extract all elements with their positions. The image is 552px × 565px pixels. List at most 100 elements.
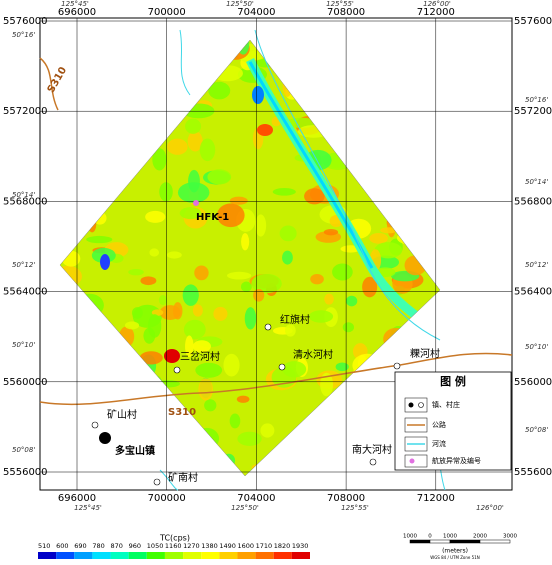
anomaly-blob xyxy=(237,431,262,446)
y-grid-label: 5560000 xyxy=(514,377,552,388)
scalebar-tick-label: 3000 xyxy=(503,534,517,540)
place-label: 矿南村 xyxy=(168,471,198,484)
colorbar-tick-label: 780 xyxy=(92,542,104,550)
anomaly-blob xyxy=(227,271,252,280)
river xyxy=(159,29,446,491)
anomaly-blob xyxy=(199,138,216,162)
anomaly-blob xyxy=(320,372,334,397)
anomaly-blob xyxy=(208,81,231,100)
scalebar-tick-label: 1000 xyxy=(403,534,417,540)
colorbar-tick-label: 690 xyxy=(74,542,86,550)
colorbar-swatch xyxy=(183,552,202,559)
x-grid-label: 700000 xyxy=(148,493,186,504)
x-grid-label: 708000 xyxy=(327,493,365,504)
y-grid-label: 5576000 xyxy=(514,16,552,27)
anomaly-blob xyxy=(192,304,203,317)
y-grid-label: 5572000 xyxy=(3,106,48,117)
place-label: 多宝山镇 xyxy=(115,444,155,457)
anomaly-blob xyxy=(241,233,250,251)
anomaly-blob xyxy=(253,288,265,302)
anomaly-blob xyxy=(216,203,245,228)
y-grid-label: 5556000 xyxy=(514,467,552,478)
anomaly-blob xyxy=(362,276,378,298)
longitude-label: 126°00' xyxy=(423,0,451,8)
grid xyxy=(40,18,512,490)
anomaly-blob xyxy=(223,353,240,377)
y-grid-label: 5572000 xyxy=(514,106,552,117)
anomaly-blob xyxy=(251,273,282,294)
scalebar-segment xyxy=(409,539,431,544)
anomaly-blob xyxy=(164,349,180,363)
longitude-label: 125°55' xyxy=(326,0,354,8)
scalebar-tick-label: 1000 xyxy=(443,534,457,540)
anomaly-blob xyxy=(140,276,157,286)
anomaly-blob xyxy=(139,351,163,365)
anomaly-blob xyxy=(346,295,358,307)
anomaly-band xyxy=(248,61,374,269)
colorbar-tick-label: 1490 xyxy=(219,542,236,550)
legend-item: 镇、村庄 xyxy=(432,400,460,409)
anomaly-blob xyxy=(213,306,228,321)
anomaly-blob xyxy=(229,413,241,429)
y-grid-label: 5568000 xyxy=(514,196,552,207)
anomaly-blob xyxy=(158,294,167,306)
scalebar-tick-label: 2000 xyxy=(473,534,487,540)
latitude-label: 50°08' xyxy=(525,426,548,434)
road-label: S310 xyxy=(168,407,196,418)
y-grid-label: 5564000 xyxy=(3,287,48,298)
x-grid-label: 704000 xyxy=(237,493,275,504)
place-label: 清水河村 xyxy=(293,348,333,361)
survey-outline xyxy=(59,39,441,477)
longitude-label: 125°55' xyxy=(341,504,369,512)
anomaly-blob xyxy=(255,214,267,237)
legend-icon xyxy=(408,402,414,408)
colorbar-swatch xyxy=(92,552,111,559)
anomaly-blob xyxy=(282,250,293,265)
x-grid-label: 704000 xyxy=(237,7,275,18)
x-grid-label: 696000 xyxy=(58,493,96,504)
anomaly-blob xyxy=(131,307,143,319)
longitude-label: 125°45' xyxy=(74,504,102,512)
latitude-label: 50°14' xyxy=(12,191,35,199)
anomaly-blob xyxy=(167,138,188,155)
anomaly-blob xyxy=(236,395,250,403)
legend-item: 航放异常及编号 xyxy=(432,456,481,465)
village-marker xyxy=(91,421,99,429)
y-grid-label: 5564000 xyxy=(514,287,552,298)
latitude-label: 50°14' xyxy=(525,178,548,186)
legend-title: 图 例 xyxy=(440,374,466,388)
village-marker xyxy=(264,323,272,331)
latitude-label: 50°12' xyxy=(12,261,35,269)
longitude-label: 126°00' xyxy=(476,504,504,512)
village-marker xyxy=(153,478,161,486)
x-grid-label: 700000 xyxy=(148,7,186,18)
place-label: 南大河村 xyxy=(352,443,392,456)
legend-icon xyxy=(418,402,424,408)
anomaly-blob xyxy=(324,293,334,305)
scalebar-segment xyxy=(479,539,511,544)
anomaly-blob xyxy=(229,196,248,205)
colorbar-swatch xyxy=(164,552,184,559)
y-grid-label: 5556000 xyxy=(3,467,48,478)
anomaly-blob xyxy=(185,335,194,358)
place-label: 红旗村 xyxy=(280,313,310,326)
latitude-label: 50°16' xyxy=(12,31,35,39)
anomaly-blob xyxy=(187,131,203,152)
anomaly-blob xyxy=(272,188,296,196)
scalebar-tick-label: 0 xyxy=(428,534,432,540)
anomaly-blob xyxy=(152,148,167,171)
anomaly-blob xyxy=(147,314,162,338)
latitude-label: 50°12' xyxy=(525,261,548,269)
place-label: 三岔河村 xyxy=(180,350,220,363)
colorbar-swatch xyxy=(255,552,274,559)
anomaly-blob xyxy=(240,281,252,292)
colorbar-swatch xyxy=(38,552,57,559)
anomaly-blob xyxy=(182,284,199,306)
colorbar-swatch xyxy=(128,552,147,559)
colorbar-tick-label: 1600 xyxy=(237,542,254,550)
colorbar-tick-label: 1380 xyxy=(201,542,218,550)
anomaly-blob xyxy=(86,235,113,244)
village-marker xyxy=(393,362,401,370)
anomaly-marker xyxy=(193,200,199,206)
